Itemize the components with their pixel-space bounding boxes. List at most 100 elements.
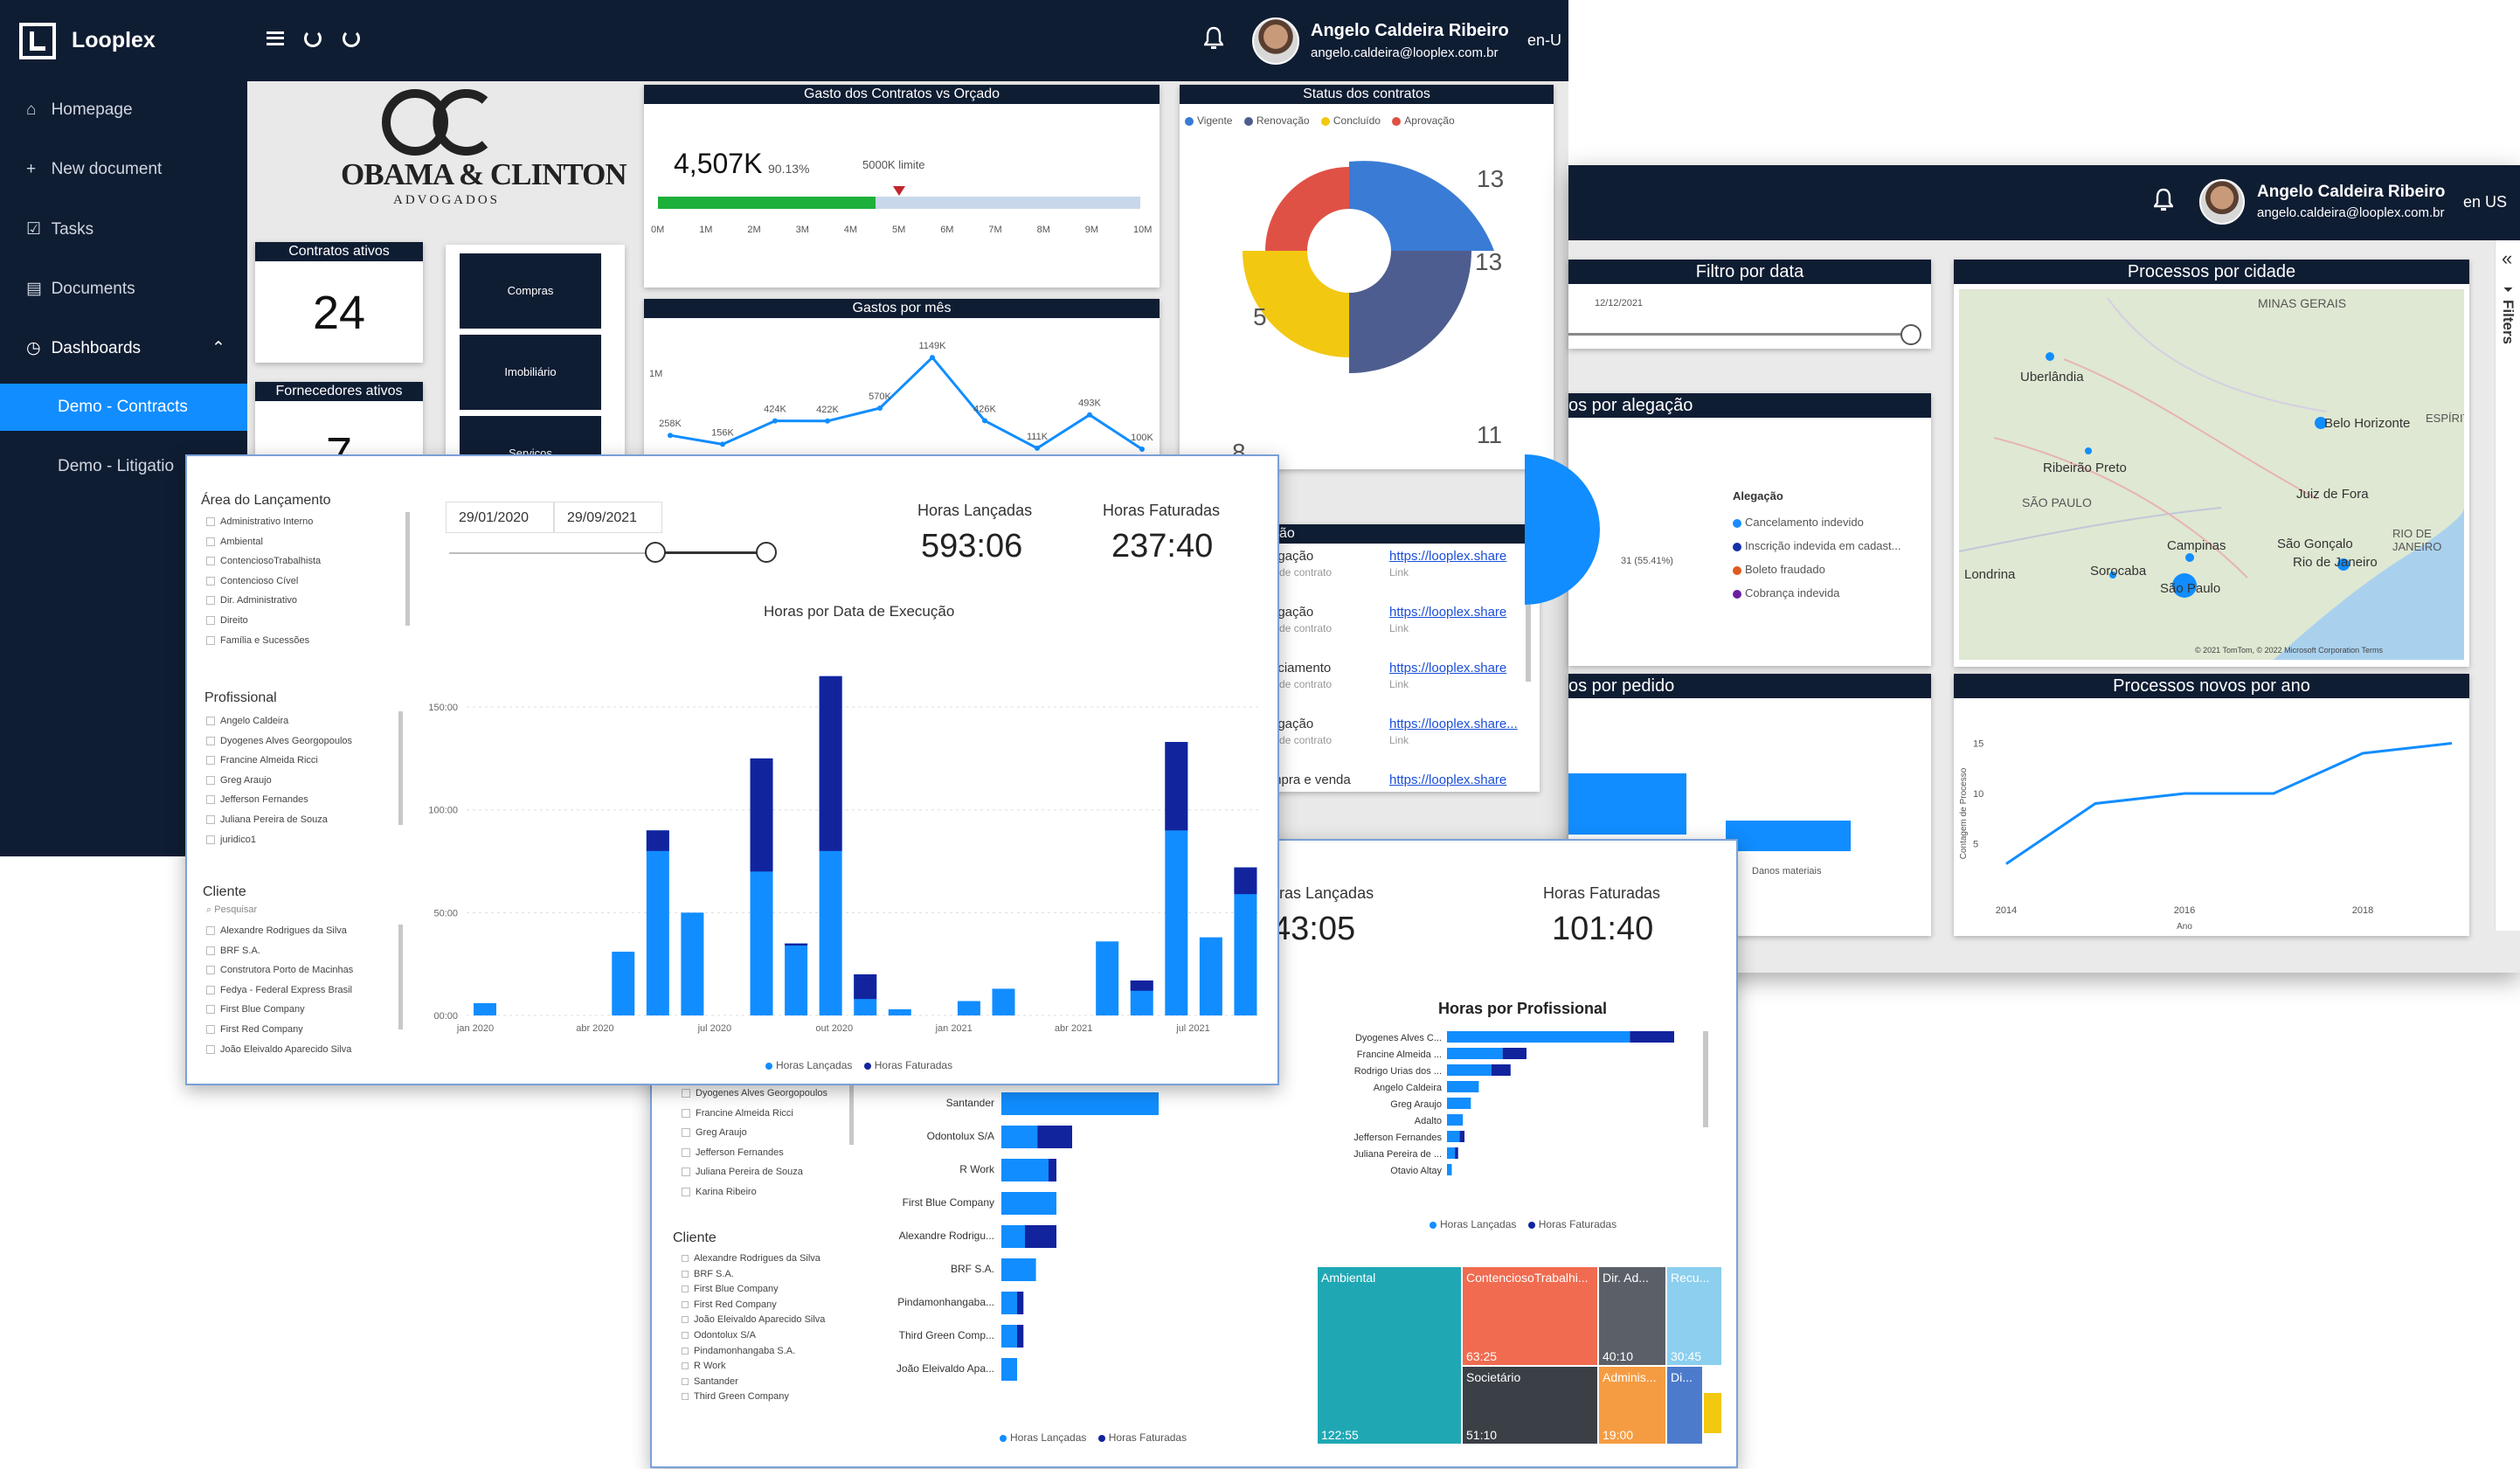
filter-option[interactable]: First Red Company xyxy=(206,1020,353,1040)
checkbox[interactable] xyxy=(206,576,215,586)
notifications-bell-icon[interactable] xyxy=(2152,188,2175,217)
checkbox[interactable] xyxy=(682,1108,690,1118)
filters-pane[interactable]: « ⏷ Filters xyxy=(2495,240,2520,931)
sidebar-item-homepage[interactable]: ⌂ Homepage xyxy=(26,100,133,119)
filter-option[interactable]: Ambiental xyxy=(206,532,321,552)
notifications-bell-icon[interactable] xyxy=(1202,26,1225,49)
share-link[interactable]: https://looplex.share... xyxy=(1389,717,1518,731)
checkbox[interactable] xyxy=(206,1044,215,1054)
date-range-handle-start[interactable] xyxy=(645,542,666,563)
filter-option[interactable]: Dyogenes Alves Georgopoulos xyxy=(682,1084,827,1104)
filter-option[interactable]: João Eleivaldo Aparecido Silva xyxy=(682,1313,825,1328)
date-range-handle-end[interactable] xyxy=(756,542,777,563)
filter-option[interactable]: Jefferson Fernandes xyxy=(682,1143,827,1163)
city-map[interactable]: MINAS GERAIS Uberlândia Belo Horizonte E… xyxy=(1959,289,2464,660)
checkbox[interactable] xyxy=(206,835,215,844)
checkbox[interactable] xyxy=(206,1005,215,1015)
filter-option[interactable]: BRF S.A. xyxy=(682,1267,825,1283)
filter-option[interactable]: First Blue Company xyxy=(206,1000,353,1020)
refresh-alt-icon[interactable] xyxy=(343,30,360,47)
treemap-tile[interactable]: Dir. Ad... 40:10 xyxy=(1599,1267,1665,1365)
checkbox[interactable] xyxy=(682,1316,689,1324)
refresh-icon[interactable] xyxy=(304,30,322,47)
treemap-tile[interactable]: Adminis... 19:00 xyxy=(1599,1367,1665,1444)
scrollbar[interactable] xyxy=(405,512,410,626)
sidebar-item-demo-litigation[interactable]: Demo - Litigatio xyxy=(58,457,175,475)
link-text[interactable]: Link xyxy=(1389,678,1409,690)
checkbox[interactable] xyxy=(206,775,215,785)
checkbox[interactable] xyxy=(682,1332,689,1340)
date-slider-handle[interactable] xyxy=(1900,324,1921,345)
checkbox[interactable] xyxy=(206,795,215,805)
date-filter-value[interactable]: 12/12/2021 xyxy=(1595,298,1644,308)
filter-option[interactable]: Francine Almeida Ricci xyxy=(206,751,352,771)
share-link[interactable]: https://looplex.share xyxy=(1389,773,1507,787)
checkbox[interactable] xyxy=(682,1128,690,1138)
filter-option[interactable]: Angelo Caldeira xyxy=(206,711,352,731)
checkbox[interactable] xyxy=(206,517,215,527)
menu-icon[interactable] xyxy=(267,31,284,45)
checkbox[interactable] xyxy=(682,1188,690,1197)
treemap-tile[interactable]: Recu... 30:45 xyxy=(1667,1267,1721,1365)
filter-option[interactable]: ContenciosoTrabalhista xyxy=(206,551,321,572)
cliente-search[interactable]: ⌕ Pesquisar xyxy=(206,904,258,915)
category-button-imobiliario[interactable]: Imobiliário xyxy=(460,335,601,410)
filter-option[interactable]: Greg Araujo xyxy=(682,1123,827,1143)
filter-option[interactable]: Greg Araujo xyxy=(206,771,352,791)
filter-option[interactable]: Francine Almeida Ricci xyxy=(682,1104,827,1124)
filter-option[interactable]: Juliana Pereira de Souza xyxy=(206,810,352,830)
checkbox[interactable] xyxy=(682,1347,689,1355)
date-range-track[interactable] xyxy=(449,552,746,554)
checkbox[interactable] xyxy=(682,1270,689,1278)
filter-option[interactable]: Juliana Pereira de Souza xyxy=(682,1162,827,1182)
filter-option[interactable]: juridico1 xyxy=(206,830,352,850)
checkbox[interactable] xyxy=(206,635,215,645)
date-slider-track[interactable] xyxy=(1568,333,1909,336)
checkbox[interactable] xyxy=(682,1089,690,1098)
sidebar-item-documents[interactable]: ▤ Documents xyxy=(26,280,135,298)
link-text[interactable]: Link xyxy=(1389,622,1409,634)
avatar[interactable] xyxy=(1252,17,1299,65)
collapse-chevron-icon[interactable]: « xyxy=(2502,247,2513,269)
filter-option[interactable]: Alexandre Rodrigues da Silva xyxy=(682,1251,825,1267)
filter-option[interactable]: Dyogenes Alves Georgopoulos xyxy=(206,731,352,752)
filter-option[interactable]: Odontolux S/A xyxy=(682,1328,825,1344)
checkbox[interactable] xyxy=(206,616,215,626)
checkbox[interactable] xyxy=(682,1255,689,1263)
share-link[interactable]: https://looplex.share xyxy=(1389,549,1507,564)
filter-option[interactable]: Pindamonhangaba S.A. xyxy=(682,1344,825,1360)
checkbox[interactable] xyxy=(682,1300,689,1308)
checkbox[interactable] xyxy=(682,1285,689,1293)
checkbox[interactable] xyxy=(682,1147,690,1157)
checkbox[interactable] xyxy=(206,736,215,745)
treemap-tile[interactable]: ContenciosoTrabalhi... 63:25 xyxy=(1463,1267,1597,1365)
checkbox[interactable] xyxy=(206,717,215,726)
filter-option[interactable]: First Blue Company xyxy=(682,1282,825,1298)
checkbox[interactable] xyxy=(206,596,215,606)
looplex-logo-icon[interactable] xyxy=(19,23,56,59)
share-link[interactable]: https://looplex.share xyxy=(1389,605,1507,620)
checkbox[interactable] xyxy=(206,1025,215,1035)
filter-option[interactable]: Karina Ribeiro xyxy=(682,1182,827,1202)
sidebar-item-new-document[interactable]: + New document xyxy=(26,160,163,178)
link-text[interactable]: Link xyxy=(1389,566,1409,579)
filter-option[interactable]: R Work xyxy=(682,1359,825,1375)
filter-option[interactable]: Third Green Company xyxy=(682,1389,825,1405)
locale-selector[interactable]: en-U xyxy=(1527,31,1562,49)
scrollbar[interactable] xyxy=(398,711,403,825)
category-button-compras[interactable]: Compras xyxy=(460,253,601,329)
checkbox[interactable] xyxy=(206,557,215,566)
treemap-tile[interactable]: Societário 51:10 xyxy=(1463,1367,1597,1444)
checkbox[interactable] xyxy=(206,926,215,936)
scrollbar[interactable] xyxy=(398,925,403,1029)
date-from-input[interactable]: 29/01/2020 xyxy=(446,502,554,533)
sidebar-item-demo-contracts[interactable]: Demo - Contracts xyxy=(0,384,247,431)
sidebar-item-tasks[interactable]: ☑ Tasks xyxy=(26,220,94,239)
link-text[interactable]: Link xyxy=(1389,734,1409,746)
share-link[interactable]: https://looplex.share xyxy=(1389,661,1507,676)
treemap-tile[interactable]: Ambiental 122:55 xyxy=(1318,1267,1461,1444)
checkbox[interactable] xyxy=(206,756,215,766)
avatar[interactable] xyxy=(2199,179,2245,225)
filter-option[interactable]: Fedya - Federal Express Brasil xyxy=(206,980,353,1001)
filter-option[interactable]: Contencioso Cível xyxy=(206,572,321,592)
